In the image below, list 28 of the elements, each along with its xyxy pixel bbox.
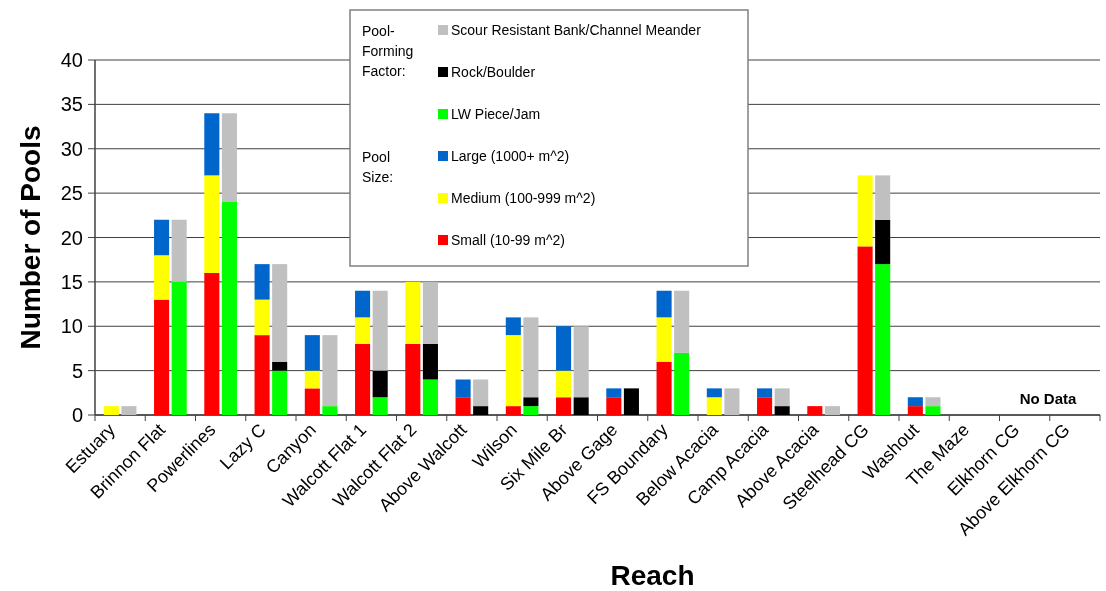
y-tick-label: 35: [60, 93, 83, 116]
y-tick-label: 25: [60, 182, 83, 205]
y-tick-label: 15: [60, 270, 83, 293]
bar: [505, 317, 521, 336]
bar: [372, 397, 388, 415]
legend-label: Medium (100-999 m^2): [451, 190, 596, 206]
y-axis-title: Number of Pools: [15, 125, 46, 350]
y-tick-label: 40: [60, 49, 83, 71]
y-tick-label: 20: [60, 226, 83, 249]
y-tick-label: 10: [60, 315, 83, 338]
bar: [372, 290, 388, 371]
y-tick-label: 30: [60, 137, 83, 160]
legend-title: Pool Size:: [362, 149, 394, 185]
bar: [272, 361, 288, 371]
bar: [304, 370, 320, 389]
bar: [355, 344, 371, 415]
y-tick-label: 5: [71, 359, 83, 382]
bar: [272, 264, 288, 362]
legend-label: Rock/Boulder: [451, 64, 536, 80]
legend-label: Scour Resistant Bank/Channel Meander: [451, 22, 702, 38]
bar: [523, 397, 539, 407]
legend-title: Pool-Forming Factor:: [362, 23, 414, 79]
legend-label: LW Piece/Jam: [451, 106, 541, 122]
legend-label: Small (10-99 m^2): [451, 232, 565, 248]
legend-label: Large (1000+ m^2): [451, 148, 570, 164]
x-axis-title: Reach: [610, 560, 695, 591]
annotation: No Data: [1019, 390, 1077, 407]
y-tick-label: 0: [71, 404, 83, 426]
